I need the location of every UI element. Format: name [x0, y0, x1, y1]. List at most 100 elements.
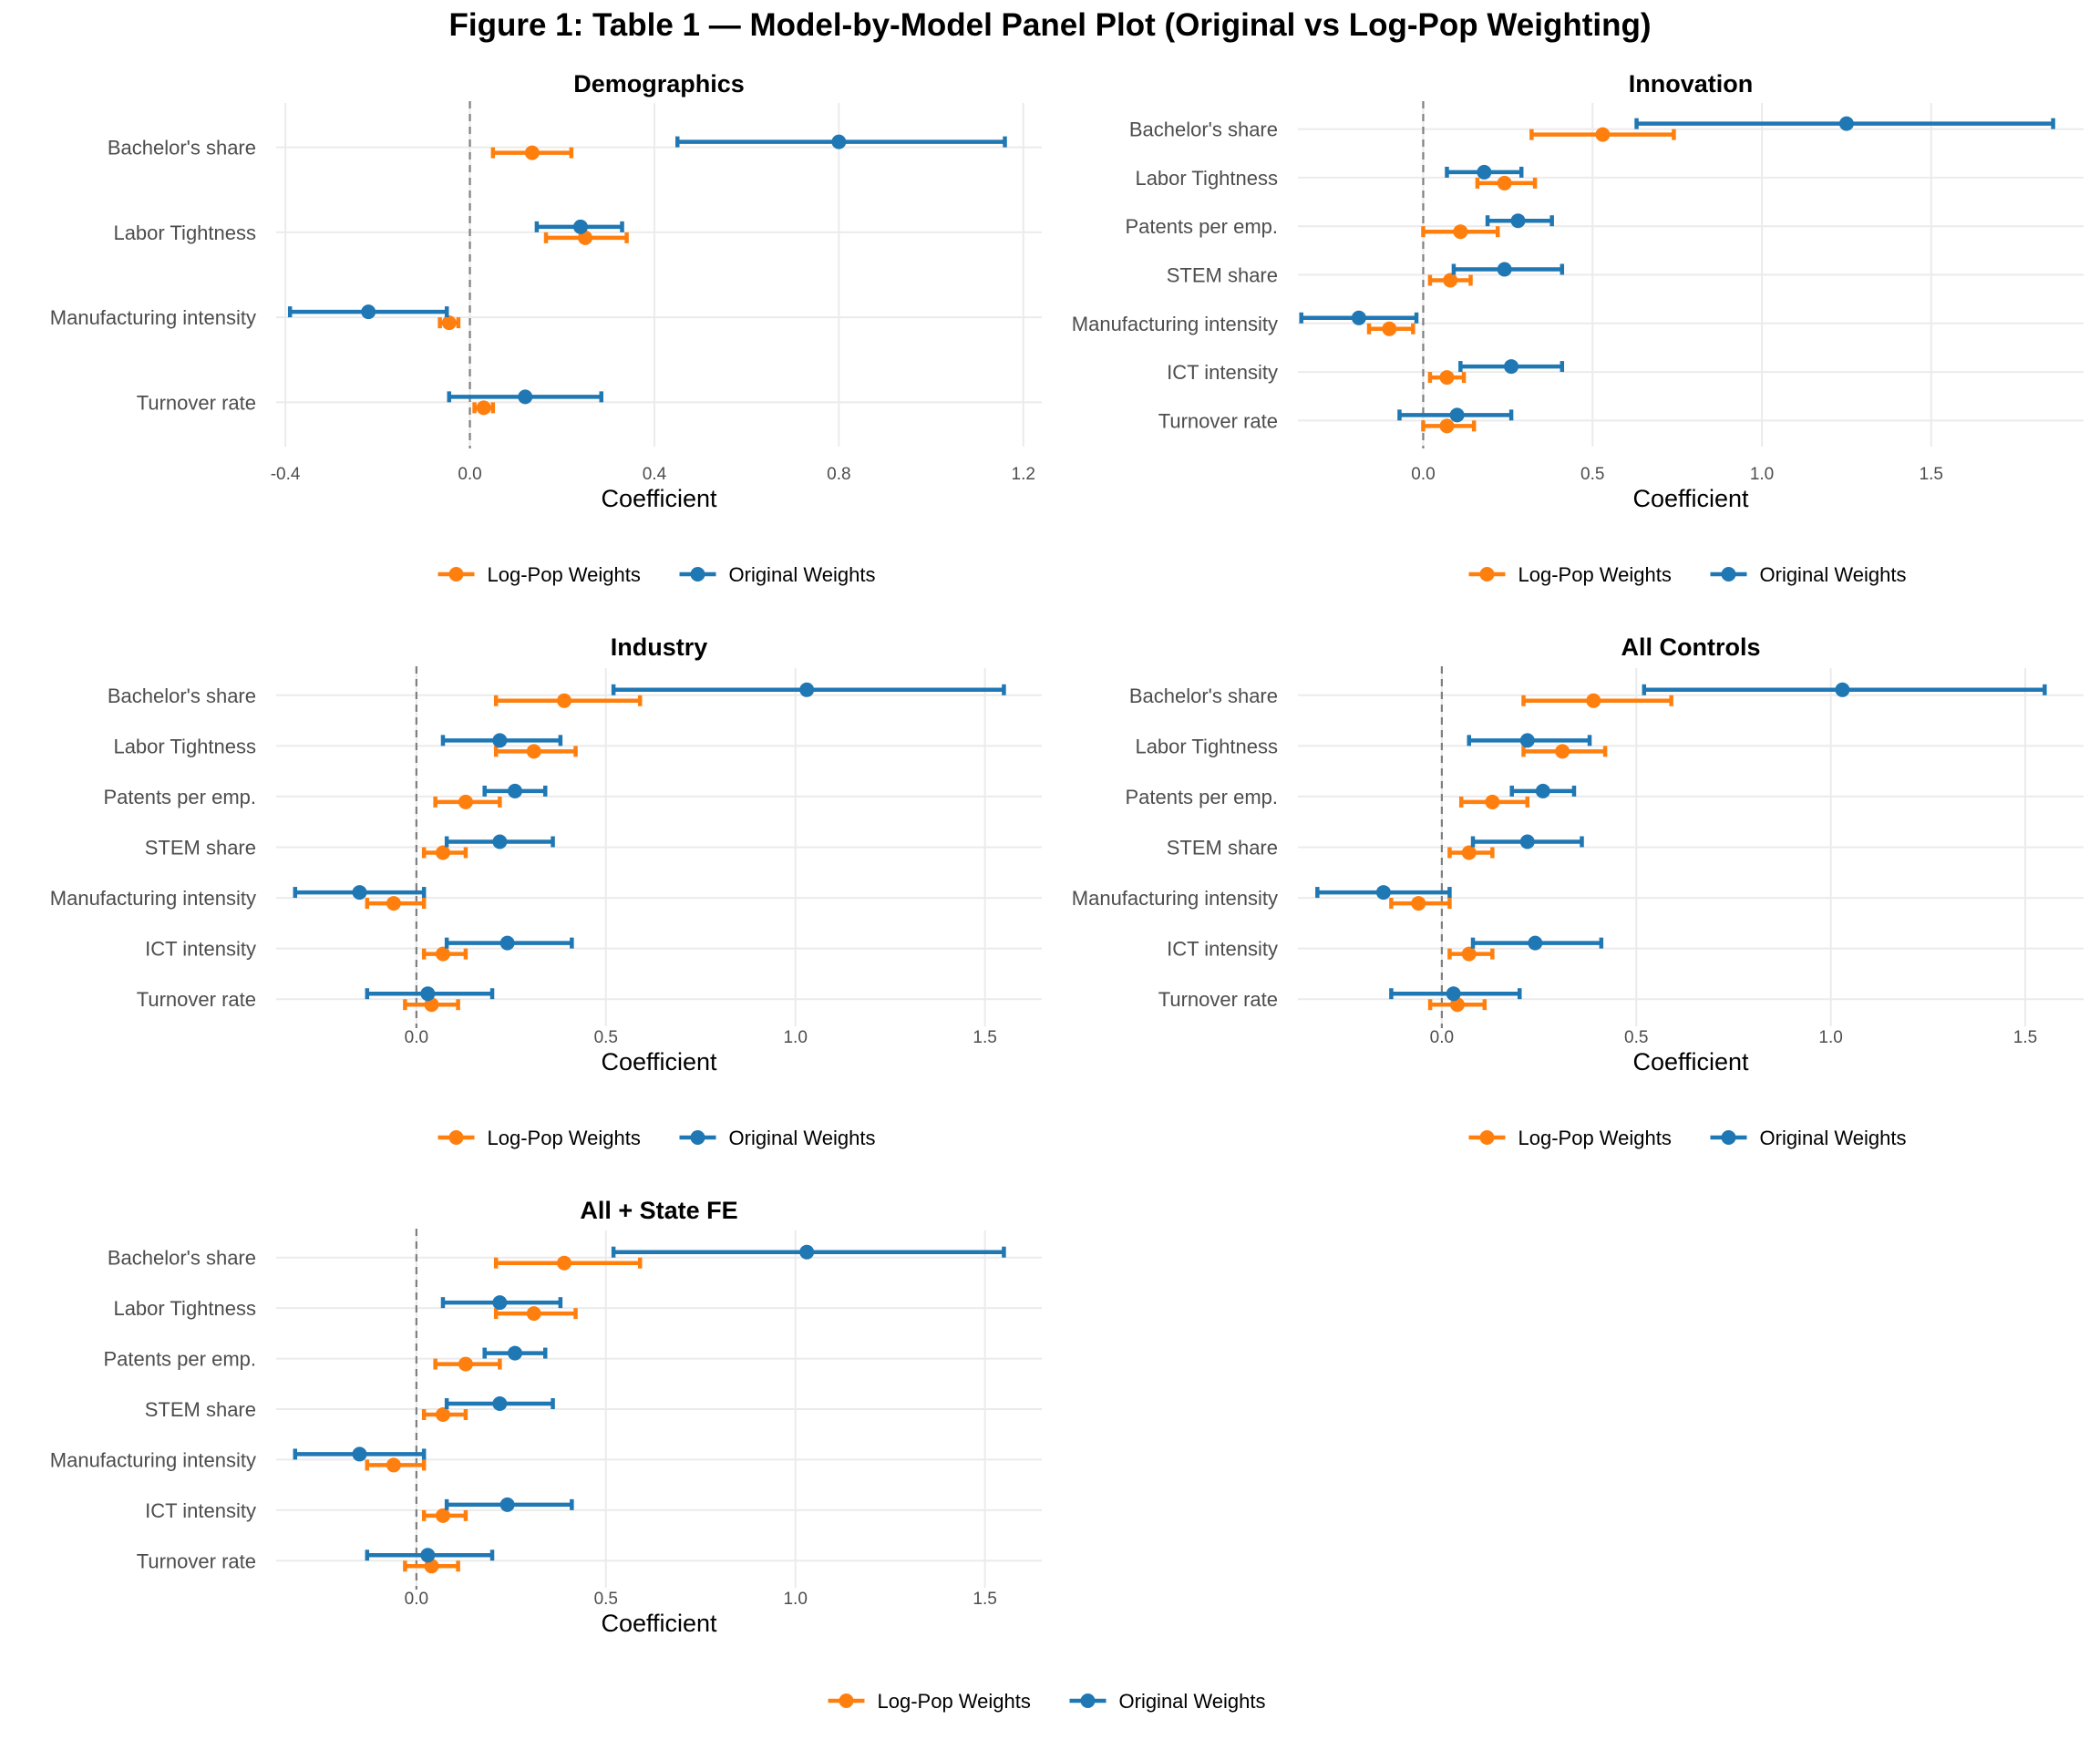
log-pop-point: [1497, 175, 1512, 190]
legend-label: Original Weights: [1760, 1127, 1907, 1149]
x-tick-label: 0.0: [405, 1590, 428, 1609]
original-point: [352, 885, 367, 901]
legend-key-point: [1721, 1130, 1736, 1145]
original-point: [1449, 407, 1465, 423]
log-pop-point: [476, 400, 491, 416]
legend-label: Log-Pop Weights: [1518, 1127, 1672, 1149]
panel-3: Industry Bachelor's share Labor Tightness P…: [50, 633, 1042, 1149]
log-pop-point: [1443, 273, 1458, 288]
original-point: [507, 783, 522, 798]
original-point: [1497, 262, 1512, 277]
x-tick-label: 1.5: [973, 1590, 996, 1609]
y-tick-label: Labor Tightness: [1135, 167, 1278, 190]
log-pop-point: [435, 845, 450, 860]
x-tick-label: 1.5: [2013, 1028, 2037, 1047]
y-tick-label: Turnover rate: [137, 1549, 256, 1572]
original-point: [352, 1446, 367, 1462]
legend-key-point: [448, 567, 464, 582]
y-tick-label: STEM share: [145, 1398, 256, 1421]
legend: Log-Pop Weights Original Weights: [438, 1127, 876, 1149]
panel-title: Innovation: [1629, 70, 1754, 98]
log-pop-point: [1449, 997, 1465, 1013]
original-point: [499, 1497, 515, 1512]
x-axis-label: Coefficient: [601, 485, 717, 512]
legend-label: Original Weights: [729, 563, 876, 586]
y-tick-label: Manufacturing intensity: [1072, 313, 1278, 335]
legend: Log-Pop Weights Original Weights: [438, 563, 876, 586]
y-tick-label: ICT intensity: [145, 938, 256, 961]
original-point: [1528, 935, 1543, 951]
legend: Log-Pop Weights Original Weights: [828, 1690, 1266, 1713]
y-tick-label: Patents per emp.: [103, 1348, 256, 1371]
log-pop-point: [386, 1457, 401, 1473]
legend-key-point: [690, 567, 705, 582]
legend-label: Log-Pop Weights: [488, 1127, 641, 1149]
log-pop-point: [1382, 321, 1397, 336]
y-tick-label: Labor Tightness: [1135, 735, 1278, 757]
y-tick-label: ICT intensity: [145, 1499, 256, 1522]
log-pop-point: [441, 315, 457, 331]
log-pop-point: [1485, 794, 1500, 809]
log-pop-point: [1439, 418, 1455, 434]
original-point: [1504, 359, 1519, 375]
x-tick-label: 1.2: [1012, 465, 1035, 484]
x-tick-label: 1.5: [973, 1028, 996, 1047]
original-point: [492, 733, 508, 748]
x-tick-label: -0.4: [271, 465, 301, 484]
log-pop-point: [424, 1559, 439, 1574]
x-tick-label: 0.0: [405, 1028, 428, 1047]
y-tick-label: Bachelor's share: [108, 1247, 256, 1270]
original-point: [492, 1396, 508, 1411]
y-tick-label: Bachelor's share: [1129, 685, 1278, 707]
log-pop-point: [578, 230, 593, 245]
log-pop-point: [1439, 370, 1455, 386]
legend-key-point: [1479, 567, 1495, 582]
log-pop-point: [1453, 224, 1468, 240]
log-pop-point: [424, 997, 439, 1013]
x-tick-label: 0.5: [594, 1028, 618, 1047]
y-tick-label: Bachelor's share: [108, 685, 256, 707]
x-axis-label: Coefficient: [1632, 485, 1749, 512]
legend: Log-Pop Weights Original Weights: [1468, 563, 1907, 586]
legend-key-point: [690, 1130, 705, 1145]
original-point: [1519, 834, 1535, 849]
original-point: [499, 935, 515, 951]
x-axis-label: Coefficient: [601, 1048, 717, 1076]
y-tick-label: STEM share: [1167, 264, 1278, 287]
panel-1: Demographics Bachelor's share Labor Tightn…: [50, 70, 1042, 586]
original-point: [1351, 310, 1366, 325]
x-tick-label: 1.5: [1920, 465, 1943, 484]
legend-label: Original Weights: [729, 1127, 876, 1149]
legend-key-point: [1479, 1130, 1495, 1145]
x-tick-label: 1.0: [1750, 465, 1774, 484]
y-tick-label: Labor Tightness: [113, 1297, 256, 1320]
panel-title: All Controls: [1621, 633, 1761, 661]
log-pop-point: [435, 1508, 450, 1523]
x-tick-label: 0.0: [458, 465, 481, 484]
y-tick-label: STEM share: [1167, 837, 1278, 860]
original-point: [507, 1345, 522, 1361]
original-point: [1477, 164, 1492, 180]
y-tick-label: Patents per emp.: [1125, 215, 1278, 238]
panel-5: All + State FE Bachelor's share Labor Tigh…: [50, 1197, 1266, 1713]
log-pop-point: [524, 145, 540, 160]
legend-label: Original Weights: [1119, 1690, 1266, 1713]
y-tick-label: Manufacturing intensity: [50, 1448, 256, 1471]
x-axis-label: Coefficient: [601, 1610, 717, 1637]
original-point: [420, 986, 436, 1002]
log-pop-point: [1461, 946, 1477, 962]
y-tick-label: Patents per emp.: [103, 786, 256, 808]
original-point: [518, 389, 533, 405]
figure-title: Figure 1: Table 1 — Model-by-Model Panel…: [448, 7, 1652, 43]
panel-title: All + State FE: [580, 1197, 737, 1224]
log-pop-point: [1586, 693, 1601, 708]
x-tick-label: 0.5: [1580, 465, 1604, 484]
legend-key-point: [839, 1693, 854, 1708]
x-tick-label: 0.4: [643, 465, 667, 484]
legend-key-point: [448, 1130, 464, 1145]
legend-key-point: [1721, 567, 1736, 582]
original-point: [1535, 783, 1550, 798]
panel-2: Innovation Bachelor's share Labor Tightnes…: [1072, 70, 2084, 586]
log-pop-point: [557, 693, 572, 708]
legend-label: Log-Pop Weights: [1518, 563, 1672, 586]
